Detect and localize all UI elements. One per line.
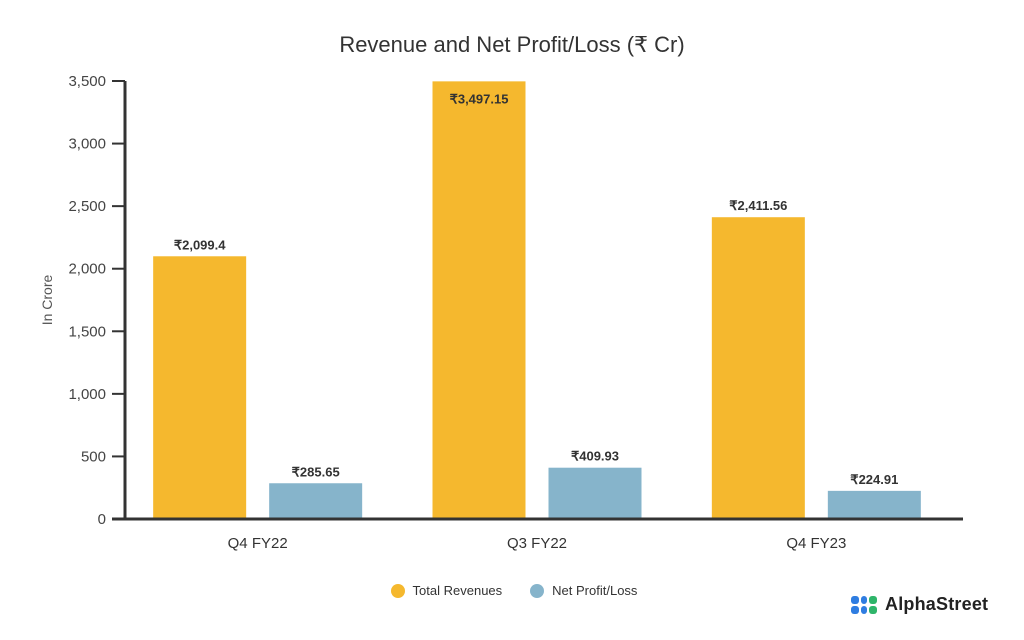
data-label: ₹3,497.15 xyxy=(450,91,509,106)
logo-text: AlphaStreet xyxy=(885,594,989,614)
alphastreet-logo-icon xyxy=(851,595,877,614)
legend-label: Net Profit/Loss xyxy=(552,583,638,598)
x-category-label: Q4 FY22 xyxy=(228,535,288,552)
y-tick-label: 2,000 xyxy=(68,261,106,278)
x-category-label: Q3 FY22 xyxy=(507,535,567,552)
legend: Total Revenues Net Profit/Loss xyxy=(0,583,1024,598)
y-tick-label: 2,500 xyxy=(68,198,106,215)
bar-net-profit-loss[interactable] xyxy=(827,490,921,519)
chart-title: Revenue and Net Profit/Loss (₹ Cr) xyxy=(339,32,684,57)
bar-total-revenues[interactable] xyxy=(711,217,805,519)
legend-item-net-profit-loss[interactable]: Net Profit/Loss xyxy=(530,583,637,598)
y-tick-label: 0 xyxy=(98,511,106,528)
data-label: ₹285.65 xyxy=(292,464,340,479)
y-tick-label: 1,500 xyxy=(68,323,106,340)
y-axis-ticks: 0 500 1,000 1,500 2,000 2,500 3,000 3,500 xyxy=(68,73,125,528)
y-tick-label: 3,000 xyxy=(68,136,106,153)
bar-net-profit-loss[interactable] xyxy=(548,467,642,519)
y-tick-label: 500 xyxy=(81,448,106,465)
bar-net-profit-loss[interactable] xyxy=(269,483,363,519)
legend-swatch-total-revenues xyxy=(390,583,405,598)
x-category-label: Q4 FY23 xyxy=(786,535,846,552)
y-axis-label: In Crore xyxy=(39,275,55,326)
x-axis-categories: Q4 FY22 Q3 FY22 Q4 FY23 xyxy=(228,535,847,552)
data-label: ₹2,411.56 xyxy=(729,198,787,213)
legend-swatch-net-profit-loss xyxy=(530,583,545,598)
data-label: ₹409.93 xyxy=(571,449,619,464)
data-label: ₹224.91 xyxy=(850,472,898,487)
bars xyxy=(153,81,921,519)
legend-item-total-revenues[interactable]: Total Revenues xyxy=(390,583,503,598)
value-labels: ₹2,099.4 ₹285.65 ₹3,497.15 ₹409.93 ₹2,411.56… xyxy=(174,91,899,486)
data-label: ₹2,099.4 xyxy=(174,237,226,252)
bar-total-revenues[interactable] xyxy=(153,256,247,519)
y-tick-label: 3,500 xyxy=(68,73,106,90)
legend-label: Total Revenues xyxy=(412,583,503,598)
bar-total-revenues[interactable] xyxy=(432,81,526,519)
y-tick-label: 1,000 xyxy=(68,386,106,403)
alphastreet-logo: AlphaStreet xyxy=(851,594,988,615)
